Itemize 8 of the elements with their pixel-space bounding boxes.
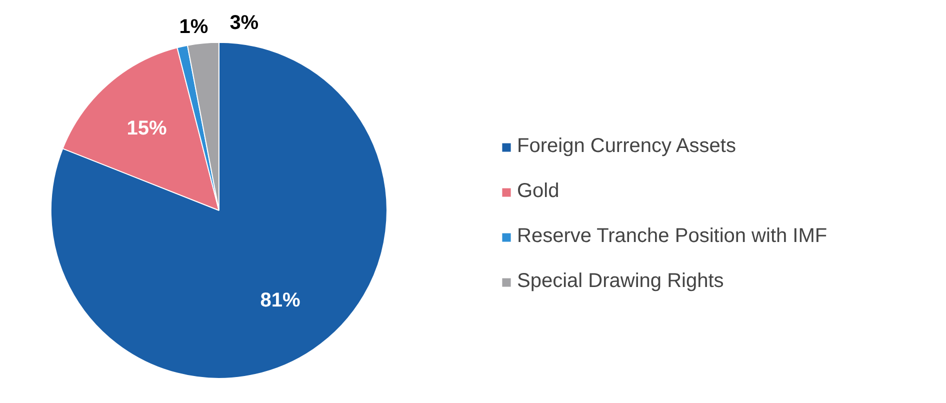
legend-label: Foreign Currency Assets <box>517 135 736 158</box>
data-label: 3% <box>230 12 259 34</box>
legend-label: Special Drawing Rights <box>517 270 724 293</box>
legend-label: Reserve Tranche Position with IMF <box>517 225 828 248</box>
data-label: 15% <box>126 118 167 140</box>
data-label: 81% <box>260 290 301 312</box>
legend-label: Gold <box>517 180 560 203</box>
data-label: 1% <box>179 16 208 38</box>
